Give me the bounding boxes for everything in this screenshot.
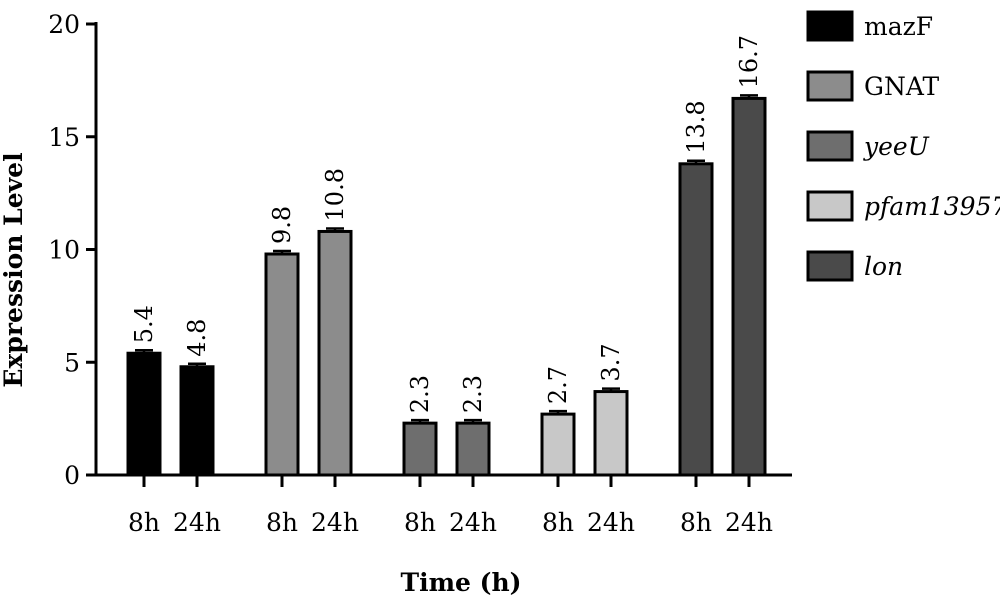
bar <box>264 252 300 477</box>
bar <box>179 365 215 477</box>
bar <box>540 412 576 477</box>
data-label: 5.4 <box>130 305 158 343</box>
data-label: 16.7 <box>735 35 763 88</box>
x-tick-label: 8h <box>266 508 298 537</box>
y-axis-title: Expression Level <box>0 152 28 387</box>
bar <box>731 96 767 477</box>
data-label: 2.3 <box>459 375 487 413</box>
data-label: 2.7 <box>544 366 572 404</box>
y-tick-label: 5 <box>64 348 80 377</box>
x-tick-label: 8h <box>680 508 712 537</box>
legend-swatch <box>806 250 854 282</box>
legend: mazF GNAT yeeU pfam13957 lon <box>806 10 1000 282</box>
data-label: 9.8 <box>268 206 296 244</box>
x-tick-label: 24h <box>449 508 497 537</box>
y-tick-label: 15 <box>48 123 80 152</box>
legend-label: pfam13957 <box>864 192 1000 221</box>
bars <box>126 94 767 477</box>
x-tick-label: 24h <box>725 508 773 537</box>
y-tick-label: 10 <box>48 236 80 265</box>
data-label: 4.8 <box>183 319 211 357</box>
x-tick-label: 24h <box>587 508 635 537</box>
bar <box>317 229 353 477</box>
legend-label: lon <box>864 252 903 281</box>
x-tick-label: 8h <box>542 508 574 537</box>
data-label: 13.8 <box>682 100 710 153</box>
y-tick-label: 0 <box>64 461 80 490</box>
data-labels: 5.4 4.8 9.8 10.8 2.3 2.3 2.7 3.7 13.8 16.7 <box>130 35 763 413</box>
legend-label: yeeU <box>863 132 930 161</box>
legend-label: GNAT <box>864 72 940 101</box>
legend-label: mazF <box>864 12 933 41</box>
x-tick-label: 24h <box>173 508 221 537</box>
x-axis-title: Time (h) <box>401 568 522 597</box>
axes: 0 5 10 15 20 8h 24h 8h 24h 8h 24h 8h 24h 8h 24h <box>48 10 792 537</box>
data-label: 2.3 <box>406 375 434 413</box>
bar <box>593 390 629 477</box>
x-tick-label: 24h <box>311 508 359 537</box>
legend-swatch <box>806 10 854 42</box>
bar <box>455 421 491 477</box>
legend-swatch <box>806 190 854 222</box>
bar <box>402 421 438 477</box>
bar <box>126 351 162 477</box>
x-tick-label: 8h <box>404 508 436 537</box>
x-tick-label: 8h <box>128 508 160 537</box>
data-label: 3.7 <box>597 343 625 381</box>
legend-swatch <box>806 130 854 162</box>
bar <box>678 162 714 477</box>
data-label: 10.8 <box>321 168 349 221</box>
y-tick-label: 20 <box>48 10 80 39</box>
legend-swatch <box>806 70 854 102</box>
